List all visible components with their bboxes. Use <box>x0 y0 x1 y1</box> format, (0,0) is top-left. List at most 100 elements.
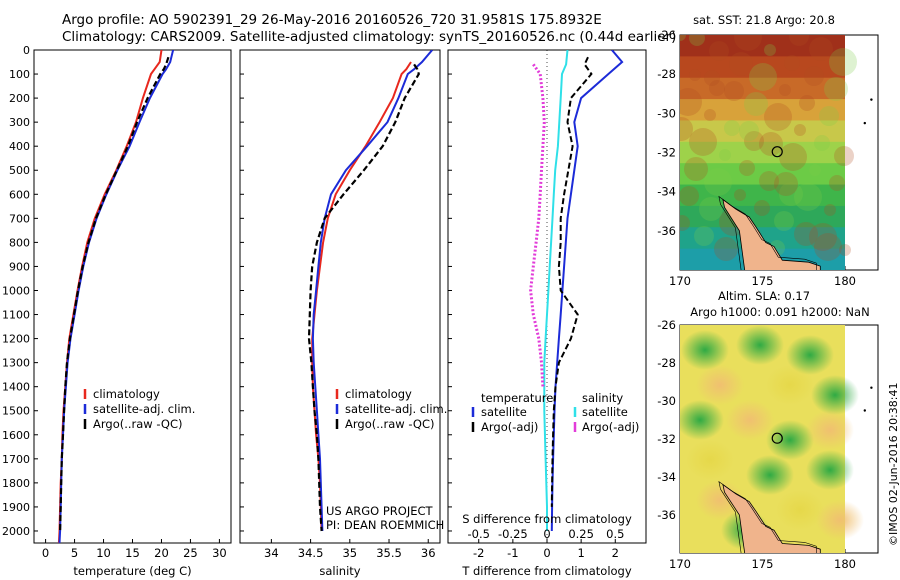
sst-texture <box>734 189 746 201</box>
sst-texture <box>779 182 803 206</box>
sst-texture <box>824 204 836 216</box>
map-longitude-label: 180 <box>834 557 856 571</box>
sst-texture <box>829 48 857 76</box>
sla-anomaly-blob <box>766 365 814 405</box>
sst-band <box>680 163 845 186</box>
temperature-difference-tick-label: -2 <box>473 546 484 560</box>
sst-texture <box>680 186 699 206</box>
sst-map-image <box>680 35 857 270</box>
sst-texture <box>719 149 731 161</box>
bathymetry-contour <box>718 195 817 270</box>
map-longitude-label: 175 <box>752 557 774 571</box>
depth-tick-label: 1700 <box>2 453 30 466</box>
salinity-panel-frame <box>239 49 441 544</box>
sst-band <box>680 77 845 101</box>
map-latitude-label: -34 <box>657 470 676 484</box>
sla-anomaly-blob <box>696 480 744 520</box>
salinity-tick-label: 35.5 <box>376 546 402 560</box>
temperature-legend-label: climatology <box>93 387 160 401</box>
sst-texture <box>794 222 818 246</box>
map-latitude-label: -30 <box>657 106 676 120</box>
sla-anomaly-blob <box>680 400 724 440</box>
sst-texture <box>784 55 800 71</box>
project-annotation: US ARGO PROJECT <box>326 504 434 518</box>
sla-anomaly-blob <box>806 450 854 490</box>
salinity-legend-label: climatology <box>345 387 412 401</box>
temperature-legend-label: Argo(..raw -QC) <box>93 417 183 431</box>
sst-texture <box>829 175 845 191</box>
sst-texture <box>744 131 764 151</box>
sla-anomaly-blob <box>816 500 864 540</box>
sst-texture <box>699 197 723 221</box>
temperature-panel-frame <box>33 49 232 544</box>
depth-tick-label: 300 <box>9 116 30 129</box>
map-longitude-label: 170 <box>669 274 691 288</box>
sst-band <box>680 35 845 58</box>
sst-texture <box>729 52 753 76</box>
sst-texture <box>789 35 809 46</box>
sst-band <box>680 56 845 79</box>
depth-tick-label: 1200 <box>2 333 30 346</box>
temperature-difference-axis-label: T difference from climatology <box>461 564 632 578</box>
depth-tick-label: 1000 <box>2 284 30 297</box>
sst-texture <box>794 124 806 136</box>
temperature-tick-label: 30 <box>212 546 227 560</box>
figure-title-line2: Climatology: CARS2009. Satellite-adjuste… <box>62 29 677 45</box>
sst-texture <box>759 132 783 156</box>
temperature-series-line <box>57 50 163 543</box>
sst-texture <box>689 128 717 156</box>
difference-legend-label: Argo(-adj) <box>481 420 538 434</box>
sst-texture <box>739 160 755 176</box>
sst-band <box>680 205 845 229</box>
map-latitude-label: -34 <box>657 185 676 199</box>
island-dot <box>870 98 873 101</box>
depth-tick-label: 1500 <box>2 405 30 418</box>
salinity-series-line <box>307 63 420 532</box>
temperature-difference-tick-label: 0 <box>543 546 550 560</box>
map-latitude-label: -32 <box>657 146 676 160</box>
difference-legend-label: satellite <box>481 405 527 419</box>
sst-texture <box>704 168 732 196</box>
salinity-tick-label: 34 <box>264 546 279 560</box>
sla-anomaly-blob <box>776 490 824 530</box>
salinity-difference-axis-label: S difference from climatology <box>462 512 632 526</box>
depth-tick-label: 800 <box>9 236 30 249</box>
sst-texture <box>779 143 807 171</box>
sla-map-subtitle: Argo h1000: 0.091 h2000: NaN <box>690 305 869 319</box>
map-latitude-label: -30 <box>657 394 676 408</box>
sla-anomaly-blob <box>696 365 744 405</box>
salinity-difference-tick-label: -0.25 <box>498 527 528 541</box>
salinity-legend-label: Argo(..raw -QC) <box>345 417 435 431</box>
map-latitude-label: -36 <box>657 224 676 238</box>
sst-texture <box>814 233 842 261</box>
sst-texture <box>734 35 762 51</box>
argo-position-marker <box>771 146 783 158</box>
sst-texture <box>680 88 702 116</box>
sst-texture <box>809 37 833 61</box>
sst-texture <box>694 226 714 246</box>
sla-anomaly-blob <box>766 420 814 460</box>
salinity-legend-label: satellite-adj. clim. <box>345 402 447 416</box>
salinity-tick-label: 36 <box>421 546 436 560</box>
island-dot <box>863 121 866 125</box>
sla-anomaly-blob <box>806 410 854 450</box>
sla-anomaly-blob <box>686 440 734 480</box>
sst-texture <box>799 95 815 111</box>
sst-map-title: sat. SST: 21.8 Argo: 20.8 <box>693 13 835 27</box>
figure-title-line1: Argo profile: AO 5902391_29 26-May-2016 … <box>62 12 602 28</box>
sla-anomaly-blob <box>736 325 784 365</box>
sst-texture <box>754 200 770 216</box>
island-dot <box>863 409 866 412</box>
imos-credit: ©IMOS 02-Jun-2016 20:38:41 <box>887 382 900 546</box>
salinity-series-line <box>311 61 412 532</box>
sst-texture <box>809 164 821 176</box>
difference-legend-label: satellite <box>582 405 628 419</box>
difference-series-line <box>543 50 569 531</box>
temperature-series-line <box>59 56 170 532</box>
sst-texture <box>779 84 791 96</box>
sst-texture <box>804 66 824 86</box>
sst-texture <box>709 41 729 61</box>
map-latitude-label: -26 <box>657 28 676 42</box>
salinity-axis-label: salinity <box>319 564 360 578</box>
